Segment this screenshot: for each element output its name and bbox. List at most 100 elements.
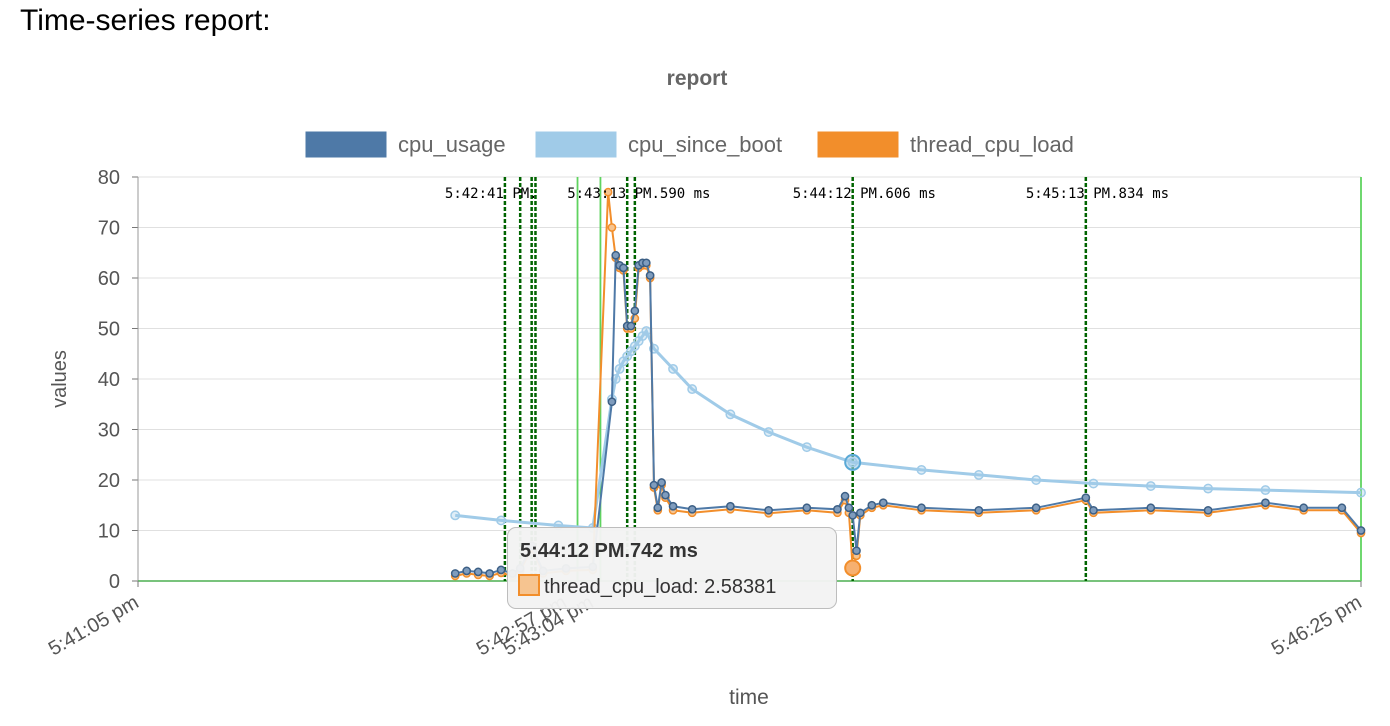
highlighted-points	[844, 453, 862, 577]
chart-title: report	[667, 67, 728, 90]
data-point-cpu-usage[interactable]	[848, 510, 858, 520]
highlight-point-thread-cpu-load	[844, 559, 862, 577]
series-layer[interactable]	[450, 187, 1366, 581]
data-point-cpu-usage[interactable]	[802, 503, 812, 513]
chart-tooltip: 5:44:12 PM.742 ms thread_cpu_load: 2.583…	[507, 527, 837, 609]
data-point-cpu-since-boot[interactable]	[614, 363, 625, 374]
data-point-cpu-since-boot[interactable]	[641, 326, 652, 336]
series-thread-cpu-load[interactable]	[450, 187, 1366, 581]
data-point-cpu-usage[interactable]	[867, 500, 877, 510]
legend-item-cpu-since-boot[interactable]: cpu_since_boot	[535, 131, 782, 158]
data-point-cpu-usage[interactable]	[1089, 505, 1098, 515]
data-point-cpu-since-boot[interactable]	[450, 510, 461, 521]
data-point-cpu-usage[interactable]	[764, 505, 773, 515]
y-tick-label: 60	[98, 268, 120, 290]
data-point-cpu-usage[interactable]	[668, 501, 678, 511]
data-point-cpu-usage[interactable]	[1146, 503, 1156, 513]
data-point-cpu-usage[interactable]	[607, 397, 617, 407]
x-tick-label: 5:46:25 pm	[1268, 591, 1366, 660]
highlight-point-cpu-since-boot	[844, 453, 862, 471]
data-point-cpu-usage[interactable]	[833, 504, 842, 514]
data-point-cpu-usage[interactable]	[645, 271, 655, 280]
marker-annotation: 5:45:13 PM.834 ms	[1026, 186, 1169, 202]
legend-item-cpu-usage[interactable]: cpu_usage	[305, 131, 506, 158]
chart-legend[interactable]: cpu_usage cpu_since_boot thread_cpu_load	[305, 131, 1074, 158]
data-point-cpu-usage[interactable]	[1299, 503, 1309, 513]
data-point-cpu-since-boot[interactable]	[916, 464, 927, 475]
data-point-cpu-usage[interactable]	[462, 566, 472, 576]
y-tick-label: 20	[98, 470, 120, 492]
data-point-cpu-usage[interactable]	[917, 503, 926, 513]
data-point-cpu-usage[interactable]	[840, 491, 850, 501]
data-point-thread-cpu-load[interactable]	[603, 187, 613, 197]
data-point-cpu-usage[interactable]	[450, 569, 460, 578]
data-point-cpu-since-boot[interactable]	[1088, 478, 1099, 489]
data-point-cpu-usage[interactable]	[1081, 493, 1091, 503]
data-point-cpu-usage[interactable]	[611, 250, 621, 260]
data-point-cpu-usage[interactable]	[641, 258, 651, 268]
data-point-cpu-usage[interactable]	[485, 569, 494, 578]
data-point-cpu-usage[interactable]	[653, 503, 663, 513]
data-point-cpu-usage[interactable]	[661, 490, 670, 500]
data-point-cpu-since-boot[interactable]	[1031, 475, 1042, 485]
data-point-cpu-since-boot[interactable]	[1260, 485, 1271, 496]
data-point-thread-cpu-load[interactable]	[607, 223, 617, 232]
y-tick-label: 50	[98, 319, 120, 341]
data-point-cpu-usage[interactable]	[878, 498, 888, 508]
data-point-cpu-since-boot[interactable]	[763, 427, 774, 437]
y-axis: 0 10 20 30 40 50 60 70 80	[98, 167, 139, 593]
data-point-cpu-usage[interactable]	[687, 504, 697, 514]
data-point-cpu-usage[interactable]	[1337, 503, 1347, 513]
data-point-cpu-since-boot[interactable]	[725, 409, 736, 420]
data-point-cpu-usage[interactable]	[619, 263, 628, 273]
tooltip-title: 5:44:12 PM.742 ms	[520, 540, 698, 562]
y-tick-label: 0	[109, 571, 120, 593]
y-tick-label: 70	[98, 218, 120, 240]
data-point-cpu-usage[interactable]	[1203, 505, 1213, 515]
data-point-cpu-usage[interactable]	[974, 505, 984, 515]
data-point-cpu-usage[interactable]	[852, 546, 861, 556]
data-point-cpu-since-boot[interactable]	[496, 515, 507, 526]
data-point-cpu-usage[interactable]	[626, 321, 636, 331]
x-axis-label: time	[729, 686, 769, 709]
data-point-cpu-since-boot[interactable]	[973, 470, 984, 480]
data-point-cpu-usage[interactable]	[1356, 526, 1366, 535]
x-tick-label: 5:41:05 pm	[45, 591, 143, 660]
y-axis-label: values	[49, 350, 71, 408]
data-point-cpu-since-boot[interactable]	[687, 384, 698, 395]
data-point-cpu-since-boot[interactable]	[668, 363, 679, 374]
vertical-markers	[503, 177, 1362, 581]
data-point-cpu-usage[interactable]	[496, 565, 506, 575]
legend-item-thread-cpu-load[interactable]: thread_cpu_load	[817, 131, 1074, 158]
data-point-cpu-usage[interactable]	[855, 508, 865, 518]
legend-label: cpu_usage	[398, 132, 506, 157]
data-point-cpu-usage[interactable]	[1261, 498, 1270, 508]
data-point-cpu-usage[interactable]	[630, 306, 640, 316]
marker-annotation: 5:43:13 PM.590 ms	[567, 186, 710, 202]
tooltip-swatch	[518, 574, 540, 596]
legend-swatch	[817, 131, 899, 158]
y-tick-label: 80	[98, 167, 120, 189]
data-point-cpu-usage[interactable]	[657, 478, 666, 487]
y-tick-label: 30	[98, 420, 120, 442]
tooltip-label: thread_cpu_load: 2.58381	[544, 576, 777, 598]
page-heading: Time-series report:	[20, 4, 271, 37]
data-point-cpu-since-boot[interactable]	[801, 442, 812, 453]
data-point-cpu-usage[interactable]	[726, 501, 735, 511]
data-point-cpu-since-boot[interactable]	[1356, 487, 1366, 498]
marker-annotations: 5:42:41 PM. 5:43:13 PM.590 ms 5:44:12 PM.6…	[445, 186, 1169, 202]
tooltip-row: thread_cpu_load: 2.58381	[518, 574, 776, 599]
y-tick-label: 40	[98, 369, 120, 391]
series-line-cpu-since-boot[interactable]	[455, 328, 1362, 530]
y-tick-label: 10	[98, 521, 120, 543]
data-point-cpu-usage[interactable]	[844, 503, 854, 513]
data-point-cpu-since-boot[interactable]	[1145, 481, 1156, 492]
data-point-cpu-since-boot[interactable]	[1203, 483, 1214, 494]
marker-annotation: 5:44:12 PM.606 ms	[793, 186, 936, 202]
series-line-thread-cpu-load[interactable]	[454, 191, 1362, 578]
data-point-cpu-usage[interactable]	[649, 480, 659, 490]
data-point-cpu-usage[interactable]	[473, 567, 483, 577]
data-point-cpu-usage[interactable]	[1031, 503, 1041, 513]
marker-annotation: 5:42:41 PM.	[445, 186, 538, 202]
